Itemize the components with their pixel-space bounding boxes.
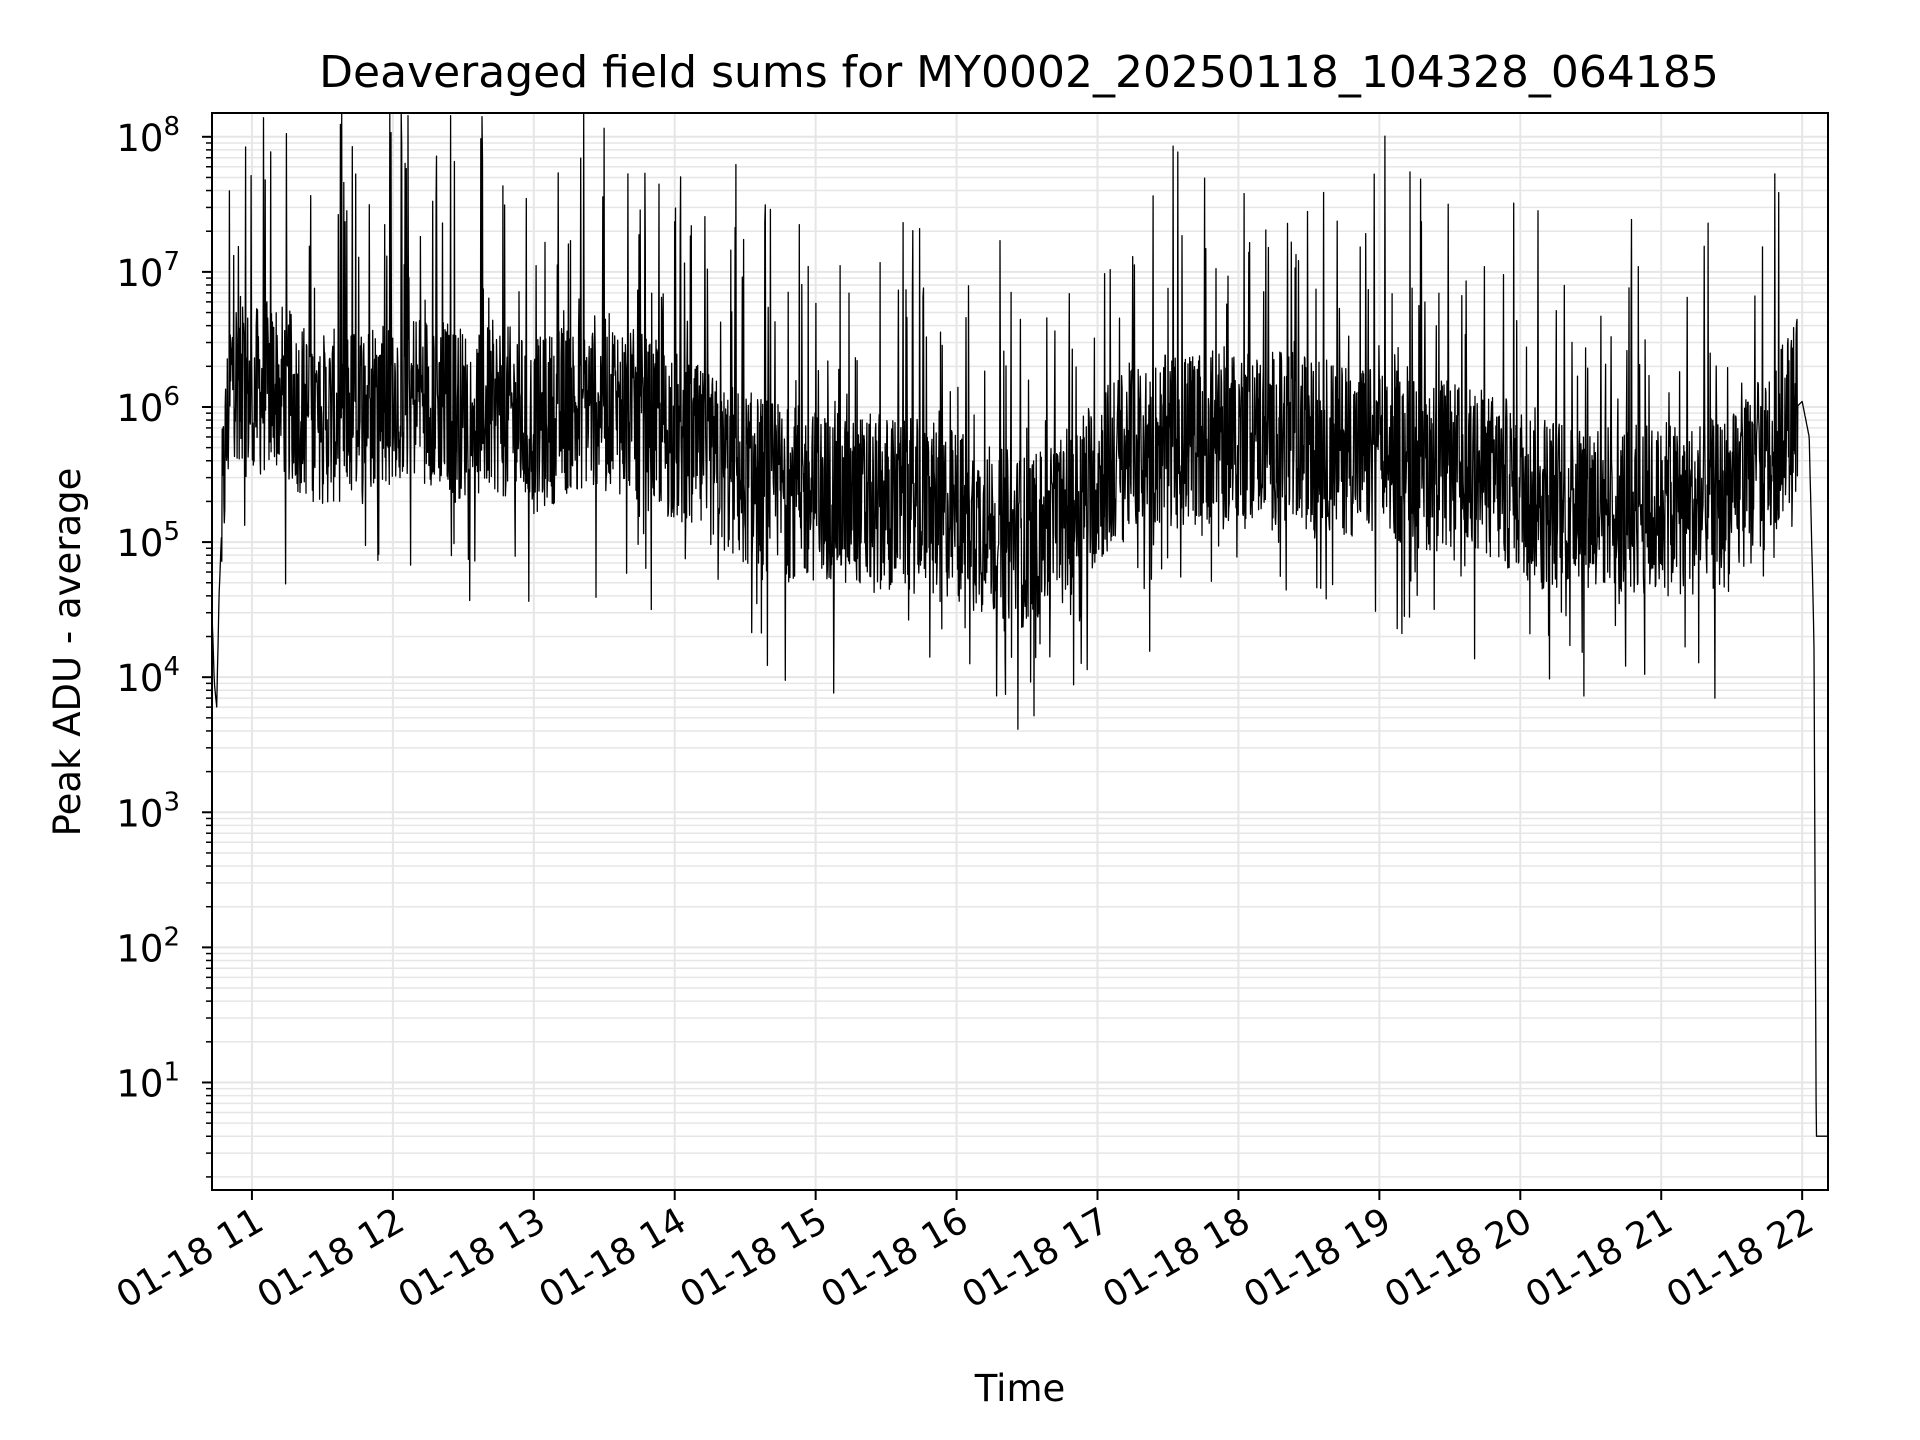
x-tick-label: 01-18 18 (1096, 1200, 1257, 1316)
x-axis-label: Time (974, 1367, 1066, 1410)
y-axis-label: Peak ADU - average (46, 468, 89, 837)
plot-area-frame (211, 112, 1829, 1191)
x-tick-label: 01-18 15 (673, 1200, 834, 1316)
x-tick-label: 01-18 22 (1660, 1200, 1821, 1316)
y-tick-label: 105 (116, 517, 180, 565)
y-tick-label: 108 (116, 112, 180, 160)
y-tick-label: 102 (116, 922, 180, 970)
x-tick-label: 01-18 21 (1519, 1200, 1680, 1316)
x-tick-label: 01-18 14 (533, 1200, 694, 1316)
series-line (211, 112, 1829, 1137)
y-tick-label: 101 (116, 1057, 180, 1105)
x-tick-label: 01-18 20 (1378, 1200, 1539, 1316)
x-tick-label: 01-18 12 (251, 1200, 412, 1316)
y-axis: 101 102 103 104 105 106 107 108 (116, 112, 212, 1178)
x-tick-label: 01-18 19 (1237, 1200, 1398, 1316)
y-tick-label: 103 (116, 787, 180, 835)
y-tick-label: 107 (116, 247, 180, 295)
y-tick-label: 104 (116, 652, 180, 700)
data-series-line (211, 112, 1829, 1137)
x-tick-label: 01-18 16 (814, 1200, 975, 1316)
x-tick-label: 01-18 11 (110, 1200, 271, 1316)
y-tick-label: 106 (116, 382, 180, 430)
x-tick-label: 01-18 13 (392, 1200, 553, 1316)
chart-title: Deaveraged field sums for MY0002_2025011… (319, 47, 1719, 98)
x-tick-label: 01-18 17 (955, 1200, 1116, 1316)
